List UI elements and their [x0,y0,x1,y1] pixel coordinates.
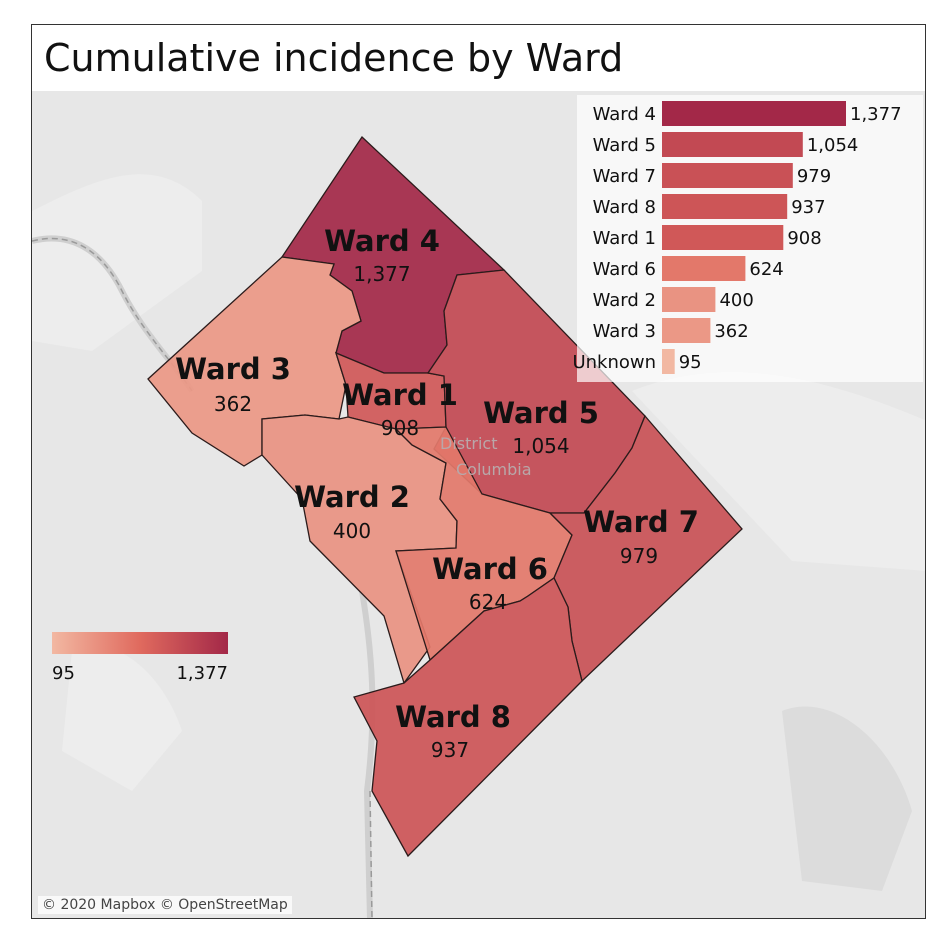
district-label-line1: District [440,434,497,453]
bar[interactable] [662,101,846,126]
ward-2-value: 400 [333,519,371,543]
ward-2-name: Ward 2 [294,480,410,514]
ward-6-name: Ward 6 [432,552,548,586]
bar-value-label: 95 [679,352,702,373]
bar[interactable] [662,256,746,281]
bar-category-label: Ward 8 [593,197,656,218]
bar-category-label: Ward 6 [593,259,656,280]
ward-4-value: 1,377 [353,262,410,286]
legend-max-label: 1,377 [176,663,228,684]
bar-category-label: Unknown [572,352,656,373]
bar[interactable] [662,287,716,312]
ward-7-region[interactable] [548,414,743,683]
bar-category-label: Ward 3 [593,321,656,342]
page-title: Cumulative incidence by Ward [32,25,925,91]
bar-value-label: 362 [714,321,748,342]
bar-category-label: Ward 5 [593,135,656,156]
bar-value-label: 400 [719,290,753,311]
ward-5-value: 1,054 [512,434,569,458]
bar-category-label: Ward 4 [593,104,656,125]
bar[interactable] [662,132,803,157]
ward-7-name: Ward 7 [583,505,699,539]
bar-value-label: 624 [749,259,783,280]
basemap-features [32,174,925,891]
choropleth-map[interactable]: District Columbia Ward 4 1,377 Ward 3 36… [32,91,926,919]
ward-3-region[interactable] [147,256,362,467]
ward-5-name: Ward 5 [483,396,599,430]
map-frame: Cumulative incidence by Ward [31,24,926,919]
ward-8-value: 937 [431,738,469,762]
bar-value-label: 937 [791,197,825,218]
legend-min-label: 95 [52,663,75,684]
bar[interactable] [662,318,711,343]
ward-6-value: 624 [469,590,507,614]
bar-value-label: 1,377 [850,104,902,125]
bar-value-label: 979 [797,166,831,187]
ward-labels: Ward 4 1,377 Ward 3 362 Ward 1 908 Ward … [175,224,699,762]
ward-8-name: Ward 8 [395,700,511,734]
bar[interactable] [662,349,675,374]
legend-color-ramp [52,632,228,654]
bar-value-label: 1,054 [807,135,859,156]
ward-bar-chart: Ward 4 1,377 Ward 5 1,054 Ward 7 979 Ward 8 937… [572,95,923,382]
ward-8-region[interactable] [353,577,583,858]
ward-1-value: 908 [381,416,419,440]
bar[interactable] [662,194,788,219]
ward-1-name: Ward 1 [342,378,458,412]
bar[interactable] [662,163,793,188]
bar-category-label: Ward 2 [593,290,656,311]
color-legend: 95 1,377 [52,632,228,684]
ward-3-value: 362 [214,392,252,416]
bar-value-label: 908 [787,228,821,249]
ward-4-name: Ward 4 [324,224,440,258]
map-attribution[interactable]: © 2020 Mapbox © OpenStreetMap [38,896,292,914]
ward-polygons [147,136,743,858]
bar[interactable] [662,225,784,250]
district-label-line2: Columbia [456,460,532,479]
bar-category-label: Ward 1 [593,228,656,249]
bar-category-label: Ward 7 [593,166,656,187]
ward-3-name: Ward 3 [175,352,291,386]
ward-7-value: 979 [620,544,658,568]
